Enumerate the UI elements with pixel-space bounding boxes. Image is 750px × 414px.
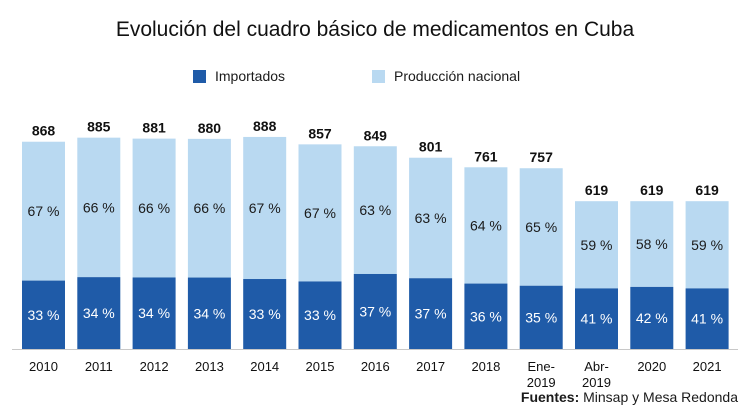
total-label-2018: 761: [474, 148, 498, 164]
pct-label-produccion-2016: 63 %: [359, 202, 391, 218]
tick-label-2011: 2011: [85, 359, 113, 374]
source-label: Fuentes:: [520, 389, 580, 405]
bar-importados-2020: [630, 286, 674, 349]
tick-label-2017: 2017: [416, 359, 445, 374]
bar-importados-2015: [298, 281, 342, 349]
bar-produccion-2010: [22, 141, 65, 281]
bar-produccion-2011: [77, 137, 121, 278]
bar-importados-2021: [685, 288, 729, 349]
legend-label-produccion: Producción nacional: [394, 68, 521, 84]
total-label-2012: 881: [142, 120, 166, 136]
tick-label-2018: 2018: [471, 359, 500, 374]
pct-label-importados-ene-2019: 35 %: [525, 309, 557, 325]
bar-importados-2013: [187, 277, 231, 349]
tick-label-2012: 2012: [140, 359, 169, 374]
pct-label-produccion-ene-2019: 65 %: [525, 219, 557, 235]
bar-produccion-2012: [132, 138, 176, 278]
bar-produccion-abr-2019: [575, 201, 618, 289]
pct-label-importados-2015: 33 %: [304, 307, 336, 323]
bar-importados-2011: [77, 277, 121, 349]
bar-importados-2010: [22, 280, 65, 349]
bar-importados-2016: [353, 273, 397, 349]
pct-label-produccion-2017: 63 %: [415, 210, 447, 226]
total-label-2011: 885: [87, 119, 111, 135]
bar-produccion-2018: [464, 167, 508, 284]
total-label-2020: 619: [640, 182, 664, 198]
bar-importados-2017: [409, 278, 453, 349]
total-label-2021: 619: [695, 182, 719, 198]
pct-label-importados-2016: 37 %: [359, 303, 391, 319]
bar-produccion-2016: [353, 146, 397, 274]
legend-item-produccion: Producción nacional: [372, 68, 520, 84]
tick-label-ene-2019-1: 2019: [527, 375, 556, 390]
bar-importados-2014: [243, 279, 287, 349]
tick-label-2021: 2021: [693, 359, 722, 374]
source-text: Minsap y Mesa Redonda: [583, 389, 738, 405]
tick-label-2020: 2020: [637, 359, 666, 374]
bar-importados-ene-2019: [519, 285, 563, 349]
tick-label-ene-2019-0: Ene-: [527, 359, 554, 374]
pct-label-importados-2013: 34 %: [193, 305, 225, 321]
pct-label-importados-2020: 42 %: [636, 310, 668, 326]
bar-produccion-2017: [409, 157, 453, 279]
legend-swatch-produccion: [372, 69, 385, 83]
chart-title: Evolución del cuadro básico de medicamen…: [115, 18, 635, 41]
legend-swatch-importados: [193, 69, 206, 83]
total-label-2016: 849: [364, 127, 388, 143]
total-label-2014: 888: [253, 118, 277, 134]
tick-label-abr-2019-0: Abr-: [584, 359, 609, 374]
bar-produccion-2021: [685, 201, 729, 289]
pct-label-produccion-2010: 67 %: [28, 203, 60, 219]
pct-label-importados-2014: 33 %: [249, 306, 281, 322]
legend-label-importados: Importados: [215, 68, 286, 84]
pct-label-produccion-2015: 67 %: [304, 205, 336, 221]
bar-importados-abr-2019: [575, 288, 618, 349]
tick-label-2010: 2010: [29, 359, 58, 374]
total-label-2015: 857: [308, 125, 332, 141]
pct-label-produccion-2013: 66 %: [193, 200, 225, 216]
pct-label-produccion-2021: 59 %: [691, 237, 723, 253]
total-label-abr-2019: 619: [585, 182, 609, 198]
tick-label-2014: 2014: [250, 359, 279, 374]
total-label-2017: 801: [419, 139, 443, 155]
tick-label-2016: 2016: [361, 359, 390, 374]
pct-label-produccion-2011: 66 %: [83, 199, 115, 215]
bar-produccion-ene-2019: [519, 168, 563, 286]
tick-label-2013: 2013: [195, 359, 224, 374]
pct-label-importados-2010: 33 %: [28, 307, 60, 323]
pct-label-produccion-abr-2019: 59 %: [581, 237, 613, 253]
pct-label-importados-2011: 34 %: [83, 305, 115, 321]
bar-importados-2018: [464, 283, 508, 349]
bar-produccion-2013: [187, 138, 231, 278]
pct-label-importados-2017: 37 %: [415, 306, 447, 322]
total-label-2010: 868: [32, 123, 56, 139]
legend-item-importados: Importados: [193, 68, 285, 84]
pct-label-produccion-2014: 67 %: [249, 200, 281, 216]
tick-label-abr-2019-1: 2019: [582, 375, 611, 390]
bar-produccion-2020: [630, 201, 674, 287]
pct-label-produccion-2018: 64 %: [470, 217, 502, 233]
pct-label-importados-2012: 34 %: [138, 305, 170, 321]
pct-label-importados-2018: 36 %: [470, 308, 502, 324]
pct-label-produccion-2012: 66 %: [138, 200, 170, 216]
total-label-2013: 880: [198, 120, 222, 136]
pct-label-importados-2021: 41 %: [691, 311, 723, 327]
pct-label-importados-abr-2019: 41 %: [581, 311, 613, 327]
total-label-ene-2019: 757: [530, 149, 554, 165]
bar-produccion-2014: [243, 136, 287, 280]
bar-produccion-2015: [298, 144, 342, 282]
pct-label-produccion-2020: 58 %: [636, 236, 668, 252]
tick-label-2015: 2015: [306, 359, 335, 374]
legend: Importados Producción nacional: [0, 68, 750, 88]
source-note: Fuentes: Minsap y Mesa Redonda: [521, 389, 738, 405]
bar-importados-2012: [132, 277, 176, 349]
